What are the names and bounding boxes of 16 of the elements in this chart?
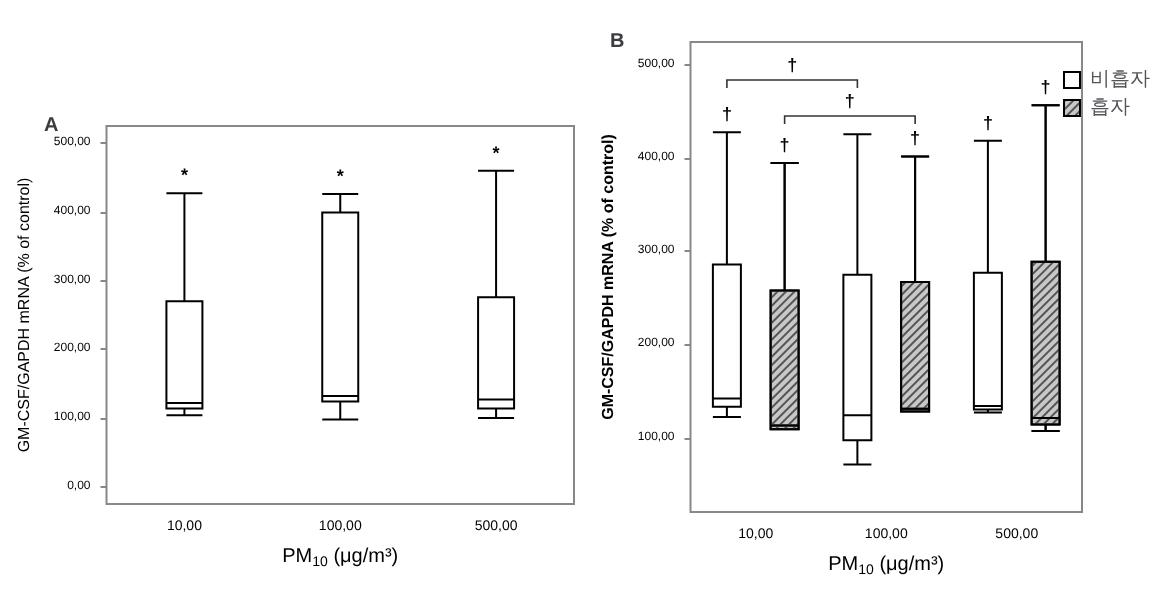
chart-title: A	[44, 115, 59, 137]
annotation: †	[844, 91, 855, 111]
annotation: †	[779, 134, 790, 155]
annotation: *	[492, 142, 501, 163]
annotation: †	[721, 104, 732, 125]
chart-title: B	[610, 31, 625, 53]
annotation: †	[1040, 77, 1051, 98]
legend-label: 흡자	[1090, 97, 1130, 119]
y-axis-title: GM-CSF/GAPDH mRNA (% of control)	[15, 176, 33, 453]
y-axis-title: GM-CSF/GAPDH mRNA (% of control)	[599, 133, 617, 420]
annotation: †	[910, 128, 921, 149]
annotation: †	[982, 112, 993, 133]
annotation: †	[787, 55, 798, 75]
legend-label: 비흡자	[1090, 69, 1150, 91]
annotation: *	[336, 166, 345, 187]
annotation: *	[180, 165, 189, 186]
